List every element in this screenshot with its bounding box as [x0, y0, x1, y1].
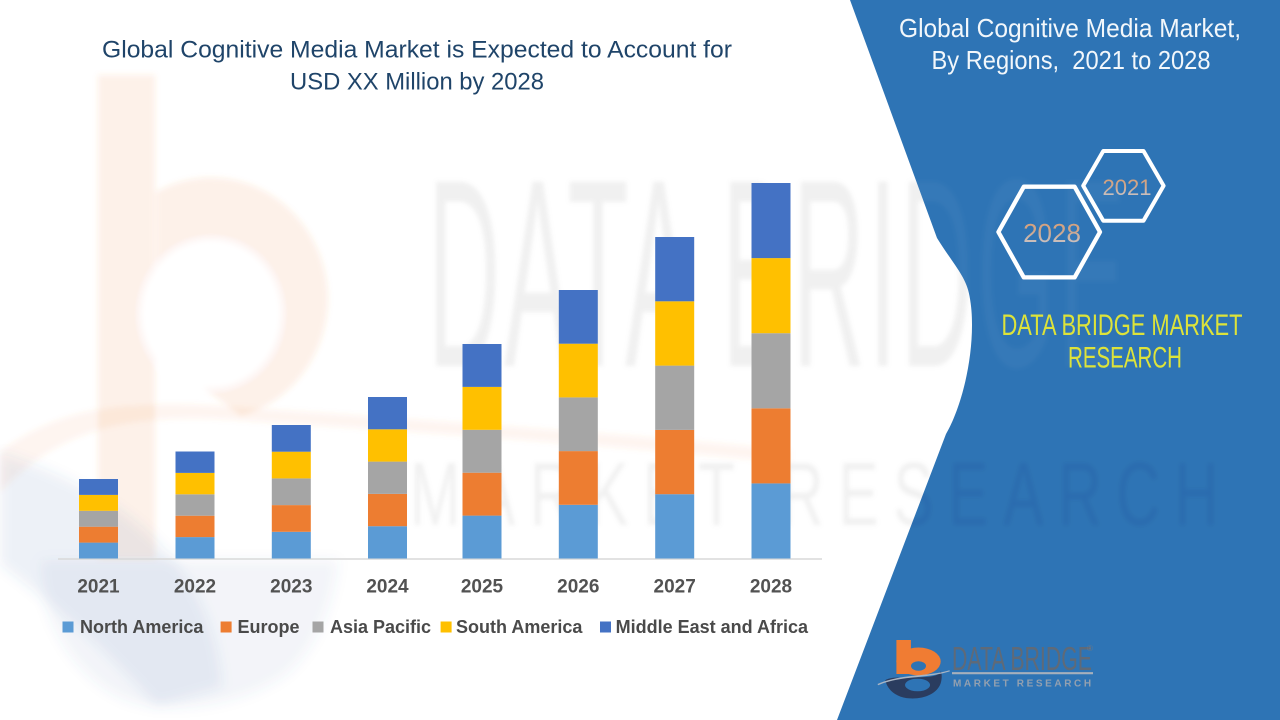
svg-text:RESEARCH: RESEARCH [1068, 342, 1182, 375]
svg-text:2021: 2021 [77, 577, 120, 598]
svg-text:South America: South America [456, 617, 583, 637]
svg-text:2021: 2021 [1103, 175, 1152, 200]
svg-text:Europe: Europe [238, 617, 300, 637]
svg-text:2023: 2023 [270, 577, 312, 598]
svg-text:Global Cognitive Media Market,: Global Cognitive Media Market, [899, 13, 1241, 43]
svg-text:2022: 2022 [174, 577, 216, 598]
svg-text:2027: 2027 [654, 577, 696, 598]
svg-text:2024: 2024 [366, 577, 409, 598]
svg-text:®: ® [1087, 644, 1093, 653]
svg-text:Asia Pacific: Asia Pacific [330, 617, 431, 637]
svg-text:USD XX Million by 2028: USD XX Million by 2028 [290, 69, 544, 96]
svg-text:North America: North America [80, 617, 204, 637]
svg-text:2028: 2028 [1023, 218, 1081, 248]
svg-text:DATA BRIDGE: DATA BRIDGE [952, 641, 1092, 678]
svg-text:2026: 2026 [557, 577, 599, 598]
svg-text:2028: 2028 [750, 577, 792, 598]
svg-text:MARKET RESEARCH: MARKET RESEARCH [953, 679, 1094, 690]
svg-text:Global Cognitive Media Market: Global Cognitive Media Market is Expecte… [102, 37, 732, 64]
svg-text:DATA BRIDGE MARKET: DATA BRIDGE MARKET [1002, 309, 1243, 342]
svg-text:2025: 2025 [461, 577, 504, 598]
svg-text:By Regions, 2021 to 2028: By Regions, 2021 to 2028 [932, 45, 1211, 75]
svg-text:Middle East and Africa: Middle East and Africa [616, 617, 809, 637]
